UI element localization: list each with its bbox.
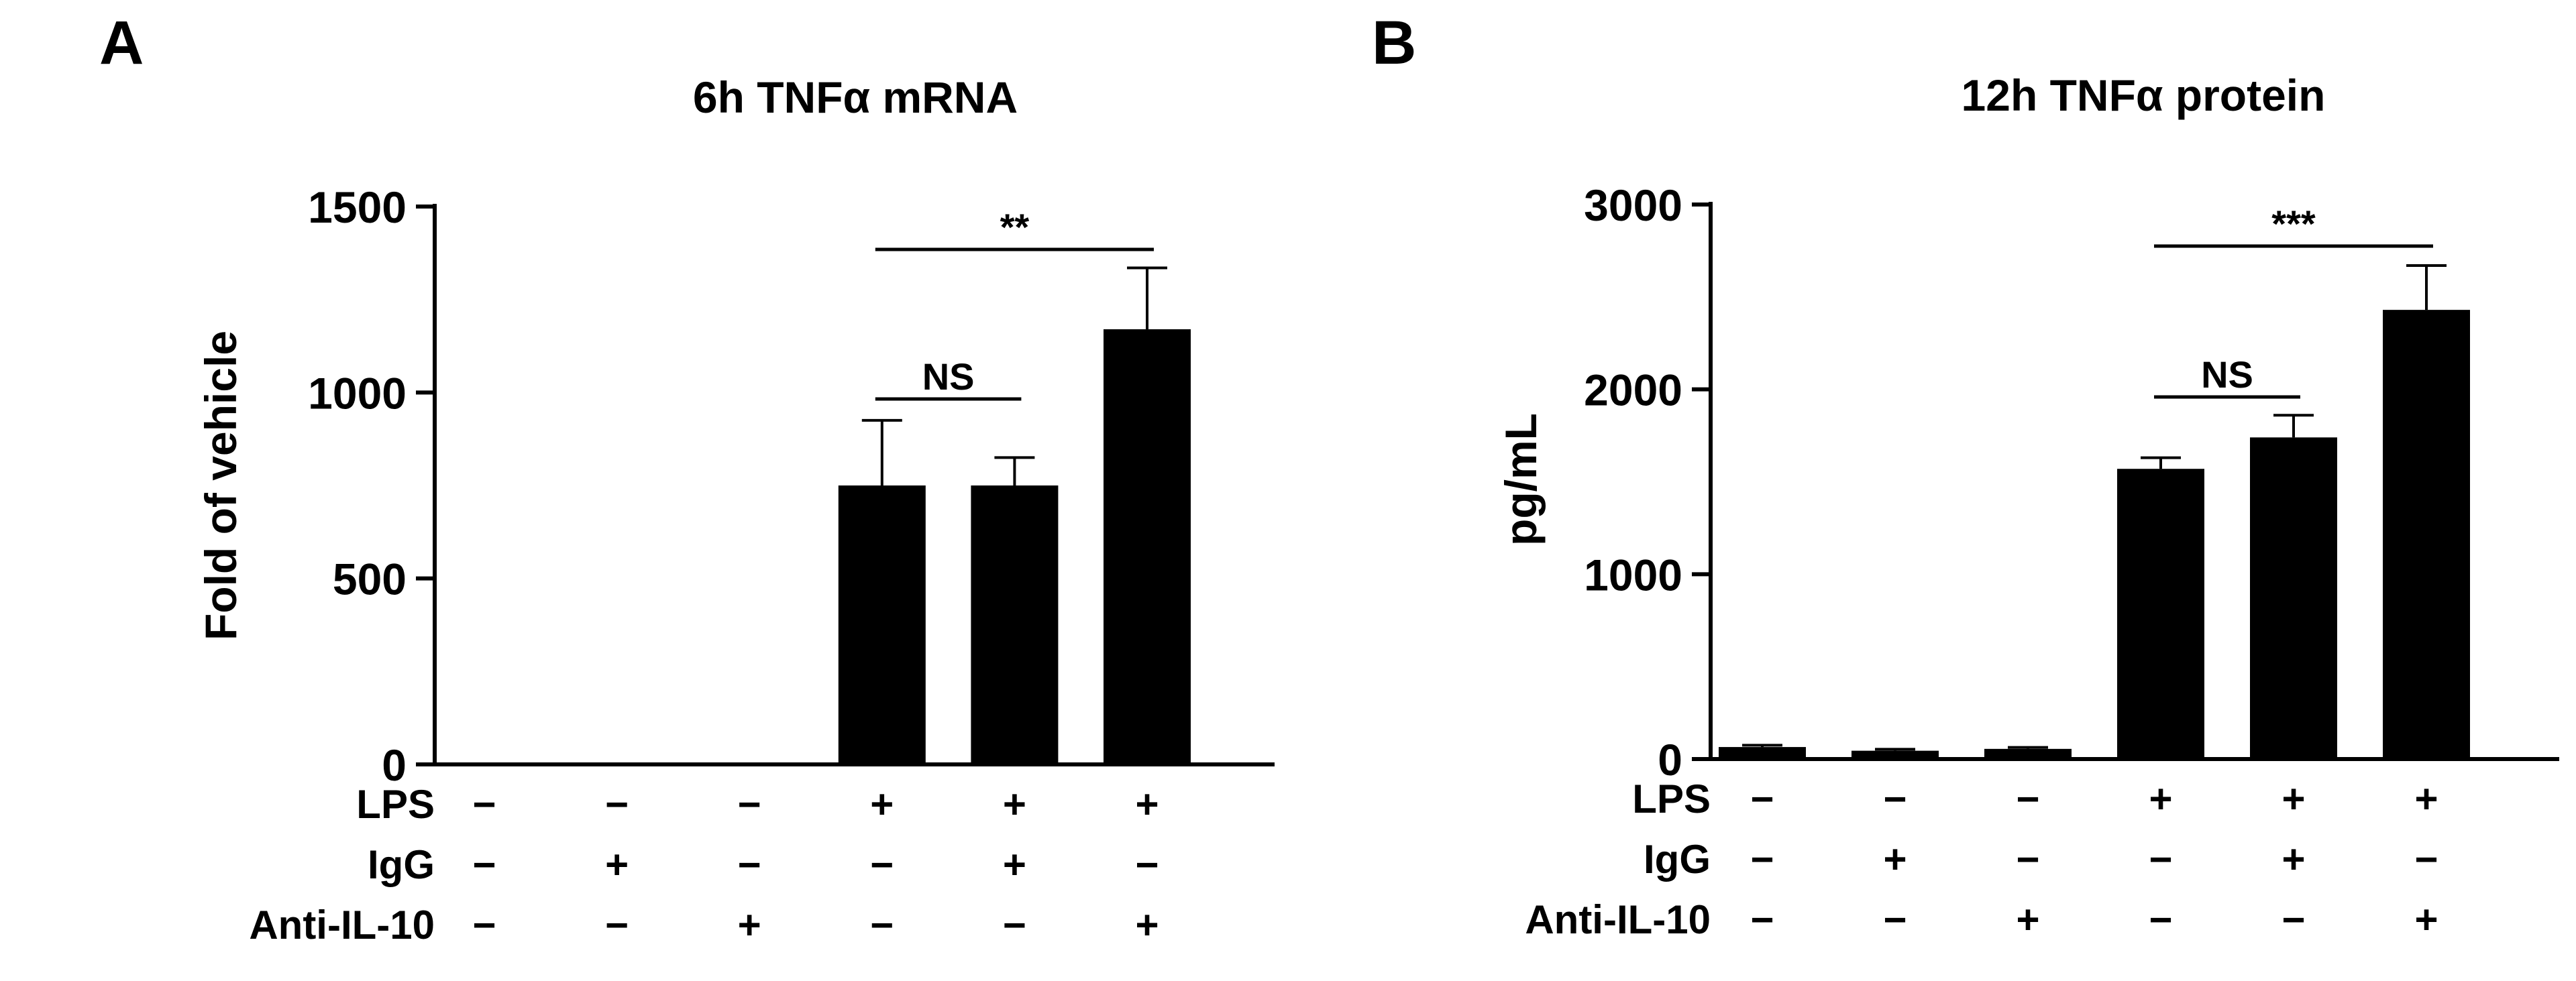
panel-b: B 12h TNFα protein pg/mL 0 1000 2000 3000 NS ***… <box>1372 9 2559 942</box>
treatment-row-label: LPS <box>1632 776 1711 821</box>
treatment-sign: − <box>1003 903 1026 947</box>
treatment-sign: − <box>2282 897 2305 942</box>
treatment-sign: + <box>1135 782 1159 827</box>
treatment-sign: + <box>2282 837 2305 882</box>
treatment-sign: − <box>2149 837 2172 882</box>
panel-a: A 6h TNFα mRNA Fold of vehicle 0 500 1000 1500… <box>99 9 1275 947</box>
chart-title: 6h TNFα mRNA <box>693 72 1018 122</box>
y-tick-label: 1000 <box>308 368 407 418</box>
treatment-sign: + <box>1003 842 1026 887</box>
bar <box>1104 329 1191 764</box>
treatment-row-label: IgG <box>1644 837 1711 882</box>
panel-letter: A <box>99 9 144 77</box>
bar <box>838 485 926 764</box>
treatment-sign: − <box>738 842 761 887</box>
treatment-sign: − <box>605 782 629 827</box>
treatment-sign: − <box>870 842 894 887</box>
bar <box>2117 469 2204 759</box>
bar <box>971 485 1059 764</box>
y-tick-label: 1000 <box>1584 550 1682 599</box>
treatment-sign: − <box>2149 897 2172 942</box>
treatment-sign: + <box>2016 897 2039 942</box>
bar <box>1851 750 1939 759</box>
significance-label: NS <box>922 355 975 398</box>
treatment-sign: − <box>1883 897 1907 942</box>
treatment-row-label: IgG <box>368 842 435 887</box>
treatment-sign: + <box>2282 776 2305 821</box>
treatment-sign: − <box>1750 897 1774 942</box>
panel-letter: B <box>1372 9 1416 77</box>
treatment-sign: + <box>1135 903 1159 947</box>
y-tick-label: 3000 <box>1584 180 1682 230</box>
treatment-row-label: LPS <box>356 782 435 827</box>
treatment-row-label: Anti-IL-10 <box>1525 897 1711 942</box>
treatment-sign: + <box>870 782 894 827</box>
bar <box>2383 310 2470 759</box>
significance-label: NS <box>2201 353 2253 396</box>
y-axis-label: Fold of vehicle <box>196 331 246 640</box>
y-tick-label: 1500 <box>308 182 407 232</box>
treatment-sign: − <box>2016 837 2039 882</box>
treatment-sign: + <box>2414 897 2438 942</box>
treatment-sign: − <box>605 903 629 947</box>
y-tick-label: 0 <box>1658 735 1682 785</box>
treatment-sign: − <box>472 903 496 947</box>
y-tick-label: 2000 <box>1584 365 1682 415</box>
treatment-sign: − <box>738 782 761 827</box>
significance-label: *** <box>2271 203 2316 245</box>
treatment-sign: − <box>1135 842 1159 887</box>
treatment-sign: + <box>2149 776 2172 821</box>
treatment-sign: − <box>472 842 496 887</box>
treatment-sign: − <box>870 903 894 947</box>
y-tick-label: 500 <box>333 555 407 604</box>
treatment-sign: + <box>1003 782 1026 827</box>
treatment-sign: − <box>1750 837 1774 882</box>
treatment-sign: + <box>1883 837 1907 882</box>
treatment-sign: + <box>738 903 761 947</box>
treatment-row-label: Anti-IL-10 <box>249 903 435 947</box>
chart-title: 12h TNFα protein <box>1962 70 2326 120</box>
treatment-sign: − <box>2414 837 2438 882</box>
treatment-sign: − <box>2016 776 2039 821</box>
bar <box>1719 747 1806 759</box>
bar <box>2250 437 2337 759</box>
bar <box>1984 748 2072 759</box>
treatment-sign: − <box>472 782 496 827</box>
significance-label: ** <box>1000 206 1030 248</box>
y-tick-label: 0 <box>382 740 407 790</box>
treatment-sign: − <box>1883 776 1907 821</box>
treatment-sign: − <box>1750 776 1774 821</box>
treatment-sign: + <box>605 842 629 887</box>
treatment-sign: + <box>2414 776 2438 821</box>
y-axis-label: pg/mL <box>1496 413 1546 546</box>
